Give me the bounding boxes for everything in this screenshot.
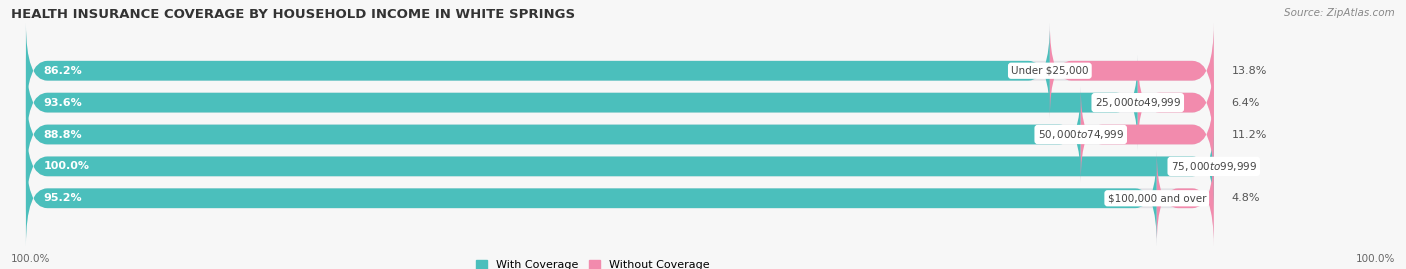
FancyBboxPatch shape [25,151,1213,246]
FancyBboxPatch shape [25,23,1213,118]
Text: 100.0%: 100.0% [11,254,51,264]
FancyBboxPatch shape [25,119,1213,214]
Text: Source: ZipAtlas.com: Source: ZipAtlas.com [1284,8,1395,18]
Text: $75,000 to $99,999: $75,000 to $99,999 [1171,160,1257,173]
FancyBboxPatch shape [1157,151,1213,246]
FancyBboxPatch shape [25,23,1050,118]
FancyBboxPatch shape [1081,87,1213,182]
Text: $25,000 to $49,999: $25,000 to $49,999 [1095,96,1181,109]
Text: 0.0%: 0.0% [1232,161,1260,171]
FancyBboxPatch shape [25,119,1213,214]
FancyBboxPatch shape [25,55,1137,150]
FancyBboxPatch shape [25,87,1213,182]
Legend: With Coverage, Without Coverage: With Coverage, Without Coverage [475,260,710,269]
Text: 13.8%: 13.8% [1232,66,1267,76]
Text: 86.2%: 86.2% [44,66,83,76]
FancyBboxPatch shape [25,55,1213,150]
Text: 100.0%: 100.0% [44,161,90,171]
Text: 93.6%: 93.6% [44,98,83,108]
FancyBboxPatch shape [25,87,1081,182]
Text: 95.2%: 95.2% [44,193,83,203]
Text: 4.8%: 4.8% [1232,193,1260,203]
Text: $50,000 to $74,999: $50,000 to $74,999 [1038,128,1123,141]
FancyBboxPatch shape [1050,23,1213,118]
FancyBboxPatch shape [1137,55,1213,150]
FancyBboxPatch shape [25,151,1157,246]
Text: Under $25,000: Under $25,000 [1011,66,1088,76]
Text: 100.0%: 100.0% [1355,254,1395,264]
Text: $100,000 and over: $100,000 and over [1108,193,1206,203]
Text: 6.4%: 6.4% [1232,98,1260,108]
Text: 11.2%: 11.2% [1232,129,1267,140]
Text: HEALTH INSURANCE COVERAGE BY HOUSEHOLD INCOME IN WHITE SPRINGS: HEALTH INSURANCE COVERAGE BY HOUSEHOLD I… [11,8,575,21]
Text: 88.8%: 88.8% [44,129,83,140]
